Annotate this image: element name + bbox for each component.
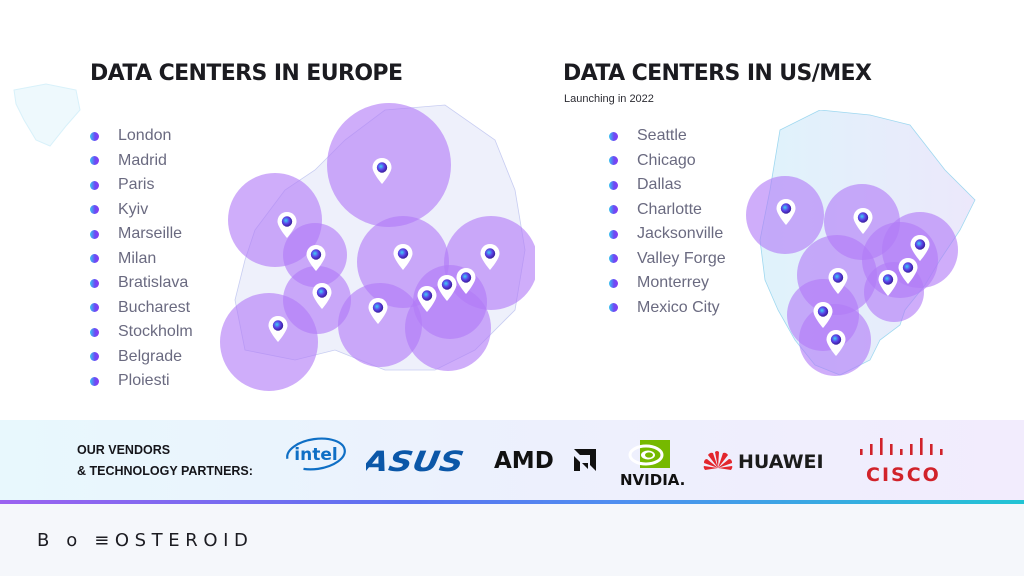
city-item: Seattle: [609, 124, 726, 149]
bullet-icon: [90, 376, 99, 386]
city-item: London: [90, 124, 193, 149]
boosteroid-logo: B o ≡OSTEROID: [37, 530, 254, 551]
city-item: Jacksonville: [609, 222, 726, 247]
partners-band: [0, 420, 1024, 500]
city-item: Dallas: [609, 173, 726, 198]
bullet-icon: [609, 156, 618, 166]
bullet-icon: [90, 156, 99, 166]
bullet-icon: [90, 229, 99, 239]
svg-text:NVIDIA.: NVIDIA.: [620, 471, 685, 489]
bullet-icon: [609, 229, 618, 239]
city-item: Madrid: [90, 149, 193, 174]
city-item: Paris: [90, 173, 193, 198]
svg-text:intel: intel: [294, 445, 337, 465]
cisco-logo: CISCO: [858, 437, 948, 487]
bullet-icon: [609, 303, 618, 313]
bullet-icon: [609, 278, 618, 288]
gradient-divider: [0, 500, 1024, 504]
city-item: Charlotte: [609, 198, 726, 223]
city-item: Monterrey: [609, 271, 726, 296]
svg-text:ASUS: ASUS: [366, 447, 466, 475]
city-item: Mexico City: [609, 296, 726, 321]
svg-text:CISCO: CISCO: [866, 464, 941, 486]
asus-logo: ASUS: [366, 447, 470, 475]
city-item: Kyiv: [90, 198, 193, 223]
intel-logo: intel: [284, 434, 348, 474]
europe-map: [220, 103, 535, 391]
city-item: Bratislava: [90, 271, 193, 296]
bullet-icon: [90, 327, 99, 337]
city-item: Marseille: [90, 222, 193, 247]
greenland-map-decoration: [13, 83, 81, 147]
bullet-icon: [90, 278, 99, 288]
city-item: Valley Forge: [609, 247, 726, 272]
bullet-icon: [90, 254, 99, 264]
europe-section-title: DATA CENTERS IN EUROPE: [90, 61, 403, 86]
usmex-city-list: Seattle Chicago Dallas Charlotte Jackson…: [609, 124, 726, 320]
bullet-icon: [609, 131, 618, 141]
usmex-map: [746, 110, 976, 376]
usmex-section-title: DATA CENTERS IN US/MEX: [563, 61, 872, 86]
nvidia-logo: NVIDIA.: [618, 438, 688, 490]
svg-text:HUAWEI: HUAWEI: [738, 451, 824, 473]
bullet-icon: [90, 205, 99, 215]
city-item: Milan: [90, 247, 193, 272]
city-item: Belgrade: [90, 345, 193, 370]
bullet-icon: [609, 205, 618, 215]
europe-city-list: London Madrid Paris Kyiv Marseille Milan…: [90, 124, 193, 394]
bullet-icon: [90, 303, 99, 313]
bullet-icon: [90, 352, 99, 362]
svg-text:AMD: AMD: [494, 448, 554, 472]
usmex-subtitle: Launching in 2022: [564, 93, 654, 105]
city-item: Stockholm: [90, 320, 193, 345]
huawei-logo: HUAWEI: [703, 448, 839, 474]
bottom-band: [0, 504, 1024, 576]
city-item: Ploiesti: [90, 369, 193, 394]
city-item: Chicago: [609, 149, 726, 174]
bullet-icon: [90, 131, 99, 141]
city-item: Bucharest: [90, 296, 193, 321]
bullet-icon: [609, 180, 618, 190]
amd-logo: AMD: [494, 446, 598, 472]
partners-label: OUR VENDORS & TECHNOLOGY PARTNERS:: [77, 443, 253, 478]
bullet-icon: [609, 254, 618, 264]
bullet-icon: [90, 180, 99, 190]
